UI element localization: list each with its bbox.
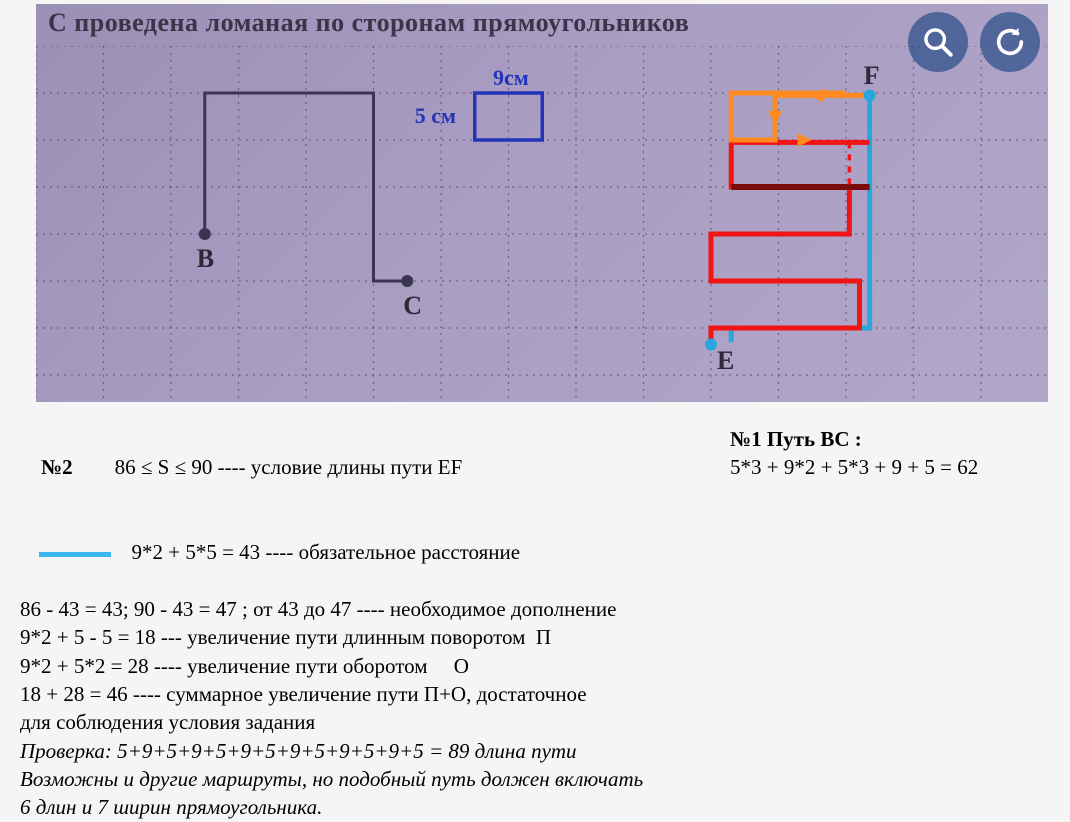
reload-button[interactable] — [980, 12, 1040, 72]
point-label-F: F — [864, 61, 880, 91]
no2-l6: 18 + 28 = 46 ---- суммарное увеличение п… — [20, 680, 1050, 708]
no1-label: №1 Путь ВС : — [730, 425, 1020, 453]
screenshot-frame: C проведена ломаная по сторонам прямоуго… — [36, 4, 1048, 402]
blue-bar — [39, 552, 111, 557]
no2-l3: 86 - 43 = 43; 90 - 43 = 47 ; от 43 до 47… — [20, 595, 1050, 623]
solution-text: №2 86 ≤ S ≤ 90 ---- условие длины пути E… — [20, 425, 1050, 822]
dim-top-label: 9см — [493, 65, 529, 91]
grid-area: 9см 5 см B C E F — [36, 46, 1048, 402]
no2-check: Проверка: 5+9+5+9+5+9+5+9+5+9+5+9+5 = 89… — [20, 737, 1050, 765]
grid-svg — [36, 46, 1048, 402]
paper-photo: C проведена ломаная по сторонам прямоуго… — [36, 4, 1048, 402]
point-label-B: B — [197, 244, 214, 274]
reload-icon — [993, 25, 1027, 59]
solution-right: №1 Путь ВС : 5*3 + 9*2 + 5*3 + 9 + 5 = 6… — [730, 425, 1020, 482]
no2-cond: 86 ≤ S ≤ 90 ---- условие длины пути EF — [115, 455, 463, 479]
no2-alt2: 6 длин и 7 ширин прямоугольника. — [20, 793, 1050, 821]
no2-label: №2 — [41, 453, 73, 481]
zoom-button[interactable] — [908, 12, 968, 72]
no2-alt1: Возможны и другие маршруты, но подобный … — [20, 765, 1050, 793]
no2-l4: 9*2 + 5 - 5 = 18 --- увеличение пути дли… — [20, 623, 1050, 651]
search-icon — [921, 25, 955, 59]
problem-header: C проведена ломаная по сторонам прямоуго… — [36, 4, 1048, 42]
no2-l5: 9*2 + 5*2 = 28 ---- увеличение пути обор… — [20, 652, 1050, 680]
dim-left-label: 5 см — [415, 103, 456, 129]
point-label-E: E — [717, 346, 734, 376]
no2-l2: 9*2 + 5*5 = 43 ---- обязательное расстоя… — [132, 540, 521, 564]
no1-calc: 5*3 + 9*2 + 5*3 + 9 + 5 = 62 — [730, 453, 1020, 481]
point-label-C: C — [403, 291, 422, 321]
